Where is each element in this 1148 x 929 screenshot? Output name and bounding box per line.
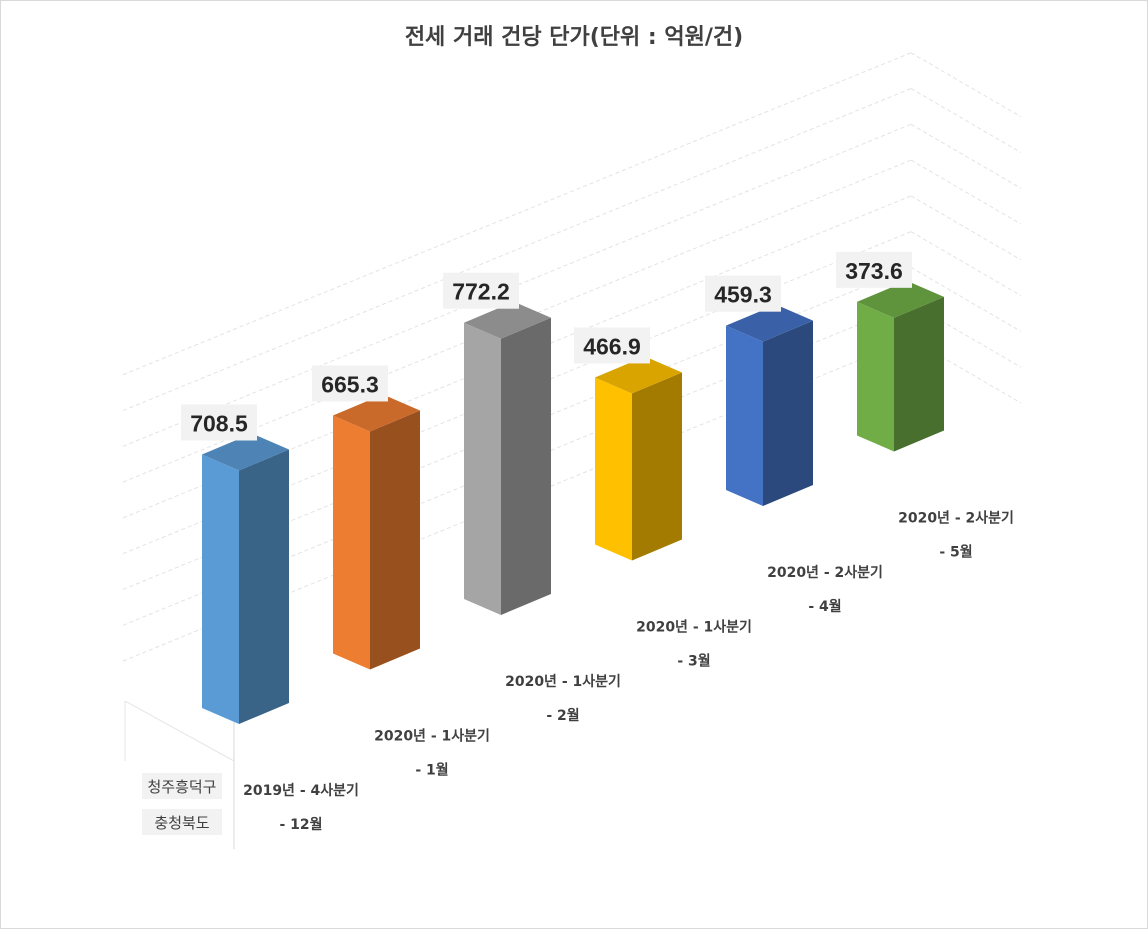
bar-front-face	[857, 301, 894, 452]
series-axis-label: 청주흥덕구	[142, 773, 222, 799]
bar-front-face	[464, 322, 501, 615]
data-label-box	[181, 404, 257, 441]
bar-side-face	[370, 410, 420, 670]
series-axis-label-box	[142, 809, 222, 835]
data-label: 373.6	[836, 251, 912, 288]
bar-front-face	[333, 415, 370, 670]
data-label-text: 459.3	[714, 282, 772, 308]
data-label-box	[574, 327, 650, 364]
bar-side-face	[894, 296, 944, 452]
data-label: 708.5	[181, 404, 257, 441]
bar-front-face	[202, 454, 239, 724]
data-label-text: 466.9	[583, 333, 641, 359]
gridline	[122, 52, 912, 376]
axis-line	[124, 700, 235, 762]
category-label-line1: 2020년 - 1사분기	[374, 729, 490, 745]
bar-side-face	[763, 320, 813, 506]
data-label-box	[705, 275, 781, 312]
category-label: 2020년 - 1사분기 - 2월	[505, 674, 621, 724]
bar	[726, 304, 813, 506]
bar-top-face	[464, 301, 551, 339]
category-label-line1: 2020년 - 1사분기	[636, 620, 752, 636]
gridline	[910, 267, 1022, 332]
category-label: 2020년 - 1사분기 - 3월	[636, 620, 752, 670]
category-label: 2020년 - 2사분기 - 4월	[767, 565, 883, 615]
category-label-line1: 2020년 - 2사분기	[767, 565, 883, 581]
category-label-line2: - 3월	[677, 653, 710, 670]
gridline	[910, 195, 1022, 261]
bars	[202, 280, 944, 724]
gridline	[910, 52, 1022, 118]
bar-side-face	[501, 317, 551, 615]
gridline	[122, 88, 912, 412]
series-axis-label-text: 충청북도	[154, 814, 209, 832]
data-label: 466.9	[574, 327, 650, 364]
gridline	[122, 123, 912, 447]
category-label-line1: 2019년 - 4사분기	[243, 783, 359, 799]
bar-side-face	[239, 449, 289, 724]
gridline	[910, 88, 1022, 153]
category-label-line2: - 12월	[279, 816, 322, 833]
gridline	[910, 231, 1022, 297]
bar	[202, 433, 289, 724]
data-label-box	[836, 251, 912, 288]
data-label-box	[312, 365, 388, 402]
category-label: 2020년 - 2사분기 - 5월	[898, 511, 1014, 561]
data-label-text: 373.6	[845, 258, 903, 284]
bar-top-face	[595, 356, 682, 394]
axis	[124, 700, 235, 849]
data-labels: 708.5 665.3 772.2 466.9 459.3 373.6	[181, 251, 912, 441]
category-label-line2: - 2월	[546, 707, 579, 724]
data-label-text: 772.2	[452, 279, 510, 305]
bar-top-face	[333, 394, 420, 432]
series-axis-label: 충청북도	[142, 809, 222, 835]
chart-title: 전세 거래 건당 단가(단위 : 억원/건)	[404, 25, 744, 50]
gridline	[910, 159, 1022, 225]
bar-front-face	[726, 325, 763, 506]
gridline	[910, 123, 1022, 189]
bar	[464, 301, 551, 615]
bar-side-face	[632, 372, 682, 561]
bar	[595, 356, 682, 561]
data-label: 459.3	[705, 275, 781, 312]
bar-top-face	[726, 304, 813, 342]
data-label-text: 708.5	[190, 410, 248, 436]
bar-top-face	[857, 280, 944, 318]
category-label: 2020년 - 1사분기 - 1월	[374, 729, 490, 779]
category-label-line2: - 1월	[415, 762, 448, 779]
bar	[857, 280, 944, 452]
series-axis-label-box	[142, 773, 222, 799]
bar-top-face	[202, 433, 289, 471]
data-label-box	[443, 272, 519, 309]
data-label: 772.2	[443, 272, 519, 309]
bar-front-face	[595, 377, 632, 561]
category-label-line1: 2020년 - 1사분기	[505, 674, 621, 690]
category-label: 2019년 - 4사분기 - 12월	[243, 783, 359, 833]
data-label-text: 665.3	[321, 371, 379, 397]
category-label-line2: - 5월	[939, 544, 972, 561]
category-label-line1: 2020년 - 2사분기	[898, 511, 1014, 527]
data-label: 665.3	[312, 365, 388, 402]
category-label-line2: - 4월	[808, 598, 841, 615]
series-axis-label-text: 청주흥덕구	[147, 778, 216, 796]
bar	[333, 394, 420, 670]
